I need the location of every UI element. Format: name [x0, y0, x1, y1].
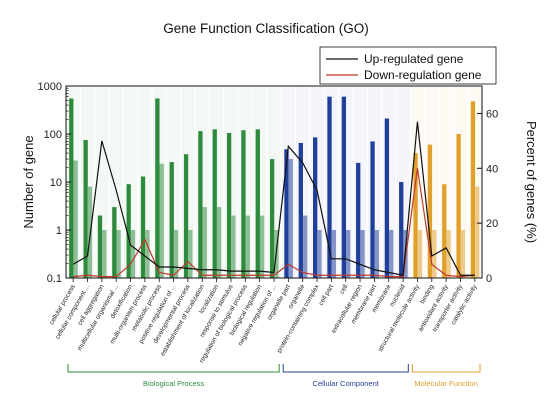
bar-down-regulated	[288, 159, 293, 278]
bar-down-regulated	[374, 230, 379, 278]
legend-label-down: Down-regulation gene	[364, 68, 482, 82]
bar-down-regulated	[102, 230, 107, 278]
y2-tick-label: 40	[486, 163, 498, 175]
bar-up-regulated	[456, 134, 461, 278]
y-tick-label: 1	[56, 225, 62, 237]
group-bracket	[411, 364, 481, 373]
bar-up-regulated	[212, 129, 217, 278]
bar-down-regulated	[202, 207, 207, 278]
bar-up-regulated	[298, 142, 303, 278]
bar-up-regulated	[155, 98, 160, 279]
line-up-regulated-percent	[72, 121, 475, 276]
legend: Up-regulated gene Down-regulation gene	[319, 46, 497, 85]
bar-up-regulated	[470, 101, 476, 278]
bar-up-regulated	[83, 140, 88, 278]
bar-up-regulated	[284, 149, 289, 278]
bar-down-regulated	[130, 230, 136, 278]
bar-down-regulated	[302, 215, 308, 278]
bar-down-regulated	[417, 230, 423, 278]
y-axis-title: Number of gene	[21, 135, 36, 228]
group-bracket	[67, 364, 280, 373]
bar-up-regulated	[327, 96, 332, 279]
category-label: cell	[339, 283, 350, 295]
legend-box	[319, 46, 497, 85]
y-tick-label: 1000	[38, 81, 62, 93]
bar-up-regulated	[341, 96, 347, 279]
bar-down-regulated	[346, 230, 351, 278]
y2-axis-title: Percent of genes (%)	[524, 121, 539, 243]
bar-up-regulated	[112, 207, 117, 278]
bar-up-regulated	[198, 131, 203, 278]
bar-up-regulated	[255, 129, 260, 278]
bar-up-regulated	[126, 184, 131, 278]
bar-up-regulated	[183, 154, 189, 278]
y2-tick-label: 60	[486, 108, 498, 120]
bar-up-regulated	[69, 98, 74, 279]
bar-up-regulated	[384, 118, 390, 278]
chart-title: Gene Function Classification (GO)	[163, 21, 369, 36]
bar-down-regulated	[188, 230, 193, 278]
plot-area	[66, 86, 482, 279]
y-tick-label: 100	[44, 129, 62, 141]
y-tick-label: 0.1	[47, 273, 62, 285]
bar-up-regulated	[356, 162, 361, 278]
bar-up-regulated	[313, 137, 318, 278]
bar-up-regulated	[427, 144, 433, 278]
bar-down-regulated	[159, 163, 164, 278]
group-label: Cellular Component	[313, 379, 380, 388]
bar-down-regulated	[216, 207, 222, 278]
y-tick-label: 10	[50, 177, 62, 189]
y2-tick-label: 20	[486, 218, 498, 230]
bar-down-regulated	[259, 215, 265, 278]
bar-up-regulated	[140, 176, 146, 278]
bar-up-regulated	[169, 162, 174, 278]
group-label: Molecular Function	[414, 379, 477, 388]
group-bracket	[282, 364, 409, 373]
bar-up-regulated	[442, 184, 447, 278]
bar-up-regulated	[97, 215, 103, 278]
bar-down-regulated	[231, 215, 236, 278]
group-label: Biological Process	[143, 379, 205, 388]
legend-label-up: Up-regulated gene	[364, 52, 464, 66]
bar-down-regulated	[460, 230, 466, 278]
bar-down-regulated	[331, 230, 336, 278]
bar-up-regulated	[241, 130, 246, 278]
bar-down-regulated	[446, 230, 451, 278]
bar-up-regulated	[226, 132, 232, 278]
bar-down-regulated	[173, 230, 179, 278]
bar-down-regulated	[360, 230, 365, 278]
bar-down-regulated	[389, 230, 394, 278]
bar-up-regulated	[399, 182, 404, 278]
bar-up-regulated	[413, 153, 418, 278]
bar-down-regulated	[317, 230, 322, 278]
y2-tick-label: 0	[486, 273, 492, 285]
bar-up-regulated	[269, 159, 275, 278]
line-down-regulation-percent	[73, 168, 475, 278]
bar-down-regulated	[145, 230, 150, 278]
bar-down-regulated	[73, 160, 78, 278]
bar-down-regulated	[475, 186, 480, 278]
bar-down-regulated	[116, 230, 121, 278]
bar-up-regulated	[370, 141, 375, 278]
bar-down-regulated	[245, 215, 250, 278]
